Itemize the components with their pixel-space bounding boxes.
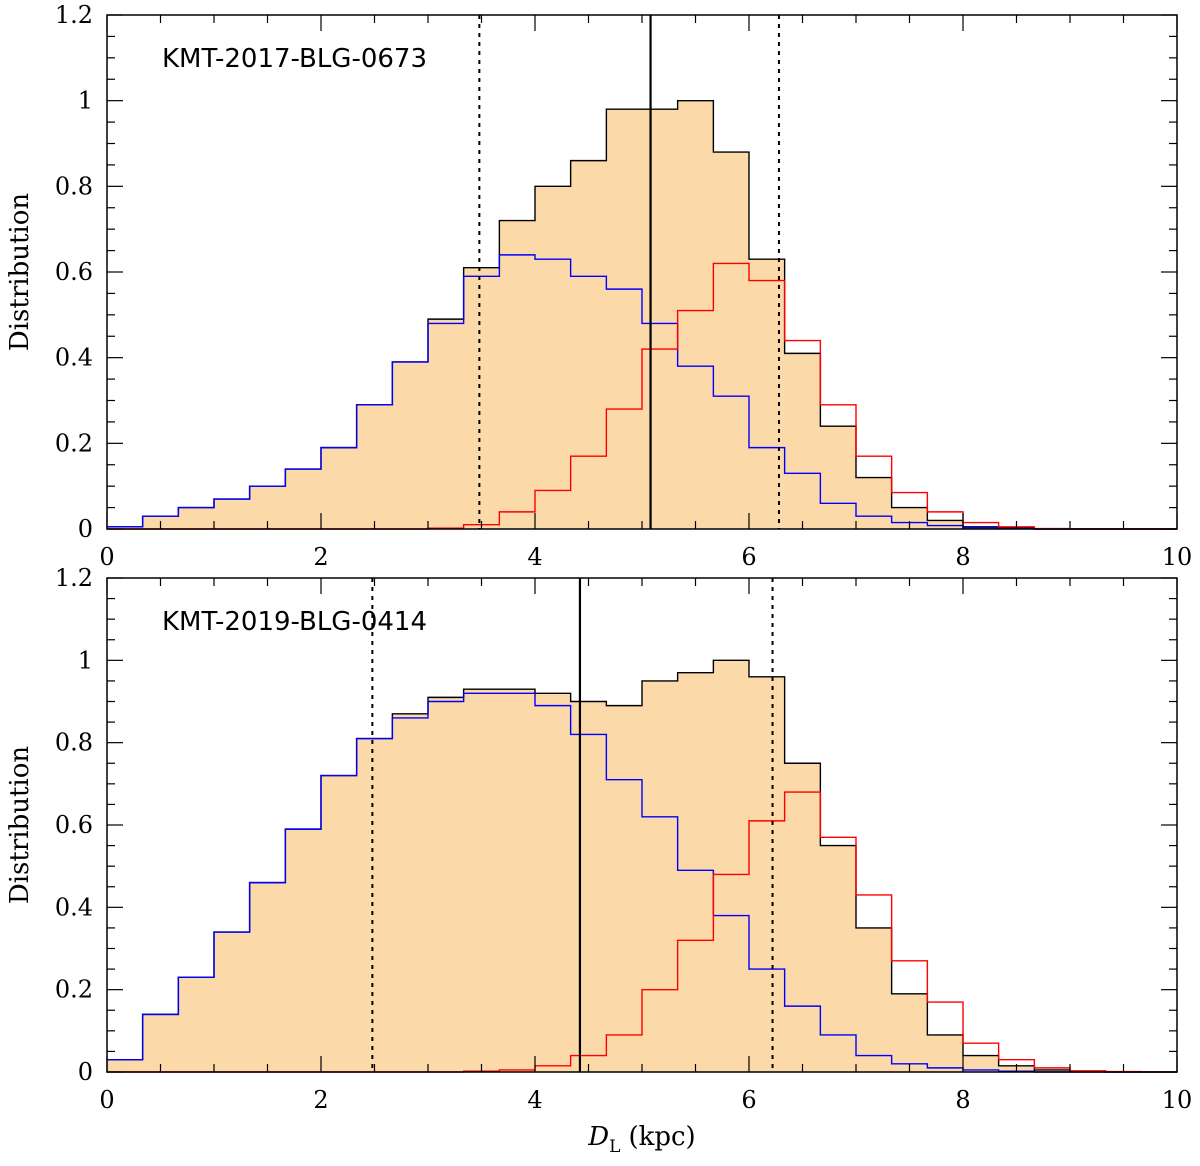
histogram-bar (927, 520, 964, 529)
histogram-bar (856, 477, 893, 529)
x-tick-label: 0 (99, 1086, 114, 1114)
y-tick-label: 0 (78, 515, 93, 543)
histogram-bar (249, 882, 286, 1072)
histogram-bar (428, 319, 465, 529)
blue-component-line (107, 254, 1177, 530)
y-tick-label: 0.8 (55, 172, 93, 200)
histogram-bar (428, 697, 465, 1072)
y-tick-label: 0.2 (55, 976, 93, 1004)
x-tick-label: 2 (313, 1086, 328, 1114)
histogram-bar (856, 927, 893, 1072)
histogram-bar (356, 404, 393, 529)
histogram-bar (749, 676, 786, 1072)
blue-component-line (107, 692, 1177, 1073)
y-tick-label: 1.2 (55, 564, 93, 592)
panel-title: KMT-2017-BLG-0673 (162, 44, 427, 74)
x-tick-label: 4 (527, 543, 542, 571)
x-tick-label: 8 (955, 543, 970, 571)
histogram-bar (713, 152, 750, 530)
histogram-bar (142, 1014, 179, 1072)
histogram-bar (463, 267, 500, 529)
histogram-bar (891, 993, 928, 1072)
histogram-bar (535, 693, 572, 1072)
x-tick-label: 10 (1162, 543, 1193, 571)
x-axis-label-symbol: D (587, 1122, 609, 1152)
y-tick-label: 0.4 (55, 344, 93, 372)
histogram-bar (1034, 1069, 1071, 1072)
y-tick-label: 0.8 (55, 729, 93, 757)
x-tick-label: 0 (99, 543, 114, 571)
histogram-bar (677, 672, 714, 1072)
histogram-bar (784, 353, 821, 529)
y-tick-label: 0 (78, 1058, 93, 1086)
x-tick-label: 8 (955, 1086, 970, 1114)
y-tick-label: 0.2 (55, 429, 93, 457)
y-tick-label: 1 (78, 87, 93, 115)
histogram-bar (107, 526, 144, 529)
histogram-bar (214, 499, 251, 529)
histogram-bar (321, 775, 358, 1072)
histogram-bar (214, 932, 251, 1072)
histogram-bar (784, 763, 821, 1072)
histogram-bar (606, 705, 643, 1072)
x-tick-label: 4 (527, 1086, 542, 1114)
histogram-bar (927, 1034, 964, 1072)
y-axis-label: Distribution (5, 193, 35, 352)
histogram-bar (820, 845, 857, 1072)
histogram-bar (713, 660, 750, 1072)
histogram-bar (642, 680, 679, 1072)
histogram-bar (963, 1055, 1000, 1072)
histogram-bar (285, 829, 322, 1072)
histogram-bar (642, 109, 679, 529)
y-tick-label: 0.6 (55, 258, 93, 286)
histogram-bar (178, 507, 215, 529)
y-tick-label: 0.6 (55, 811, 93, 839)
histogram-bar (820, 426, 857, 529)
histogram-bar (499, 689, 536, 1072)
histogram-bar (570, 701, 607, 1072)
histogram-bar (606, 109, 643, 529)
x-axis-label-subscript: L (609, 1137, 620, 1157)
histogram-bar (178, 977, 215, 1072)
panel-title: KMT-2019-BLG-0414 (162, 607, 427, 637)
x-axis-label: DL (kpc) (587, 1122, 695, 1157)
histogram-bar (463, 689, 500, 1072)
y-tick-label: 0.4 (55, 893, 93, 921)
histogram-bar (321, 447, 358, 529)
histogram-bar (356, 738, 393, 1072)
y-tick-label: 1.2 (55, 1, 93, 29)
x-axis-label-unit: (kpc) (628, 1122, 695, 1152)
histogram-bar (891, 507, 928, 529)
panel-top: 0 2 4 6 8 10 0 0.2 0.4 0.6 0.8 1 1.2 KMT-2017-BLG-06… (5, 1, 1192, 571)
histogram-bar (392, 713, 429, 1072)
x-tick-label: 2 (313, 543, 328, 571)
panel-bottom: 0 2 4 6 8 10 0 0.2 0.4 0.6 0.8 1 1.2 KMT-2019-BLG-04… (5, 564, 1192, 1114)
histogram-bar (285, 469, 322, 529)
histogram-bar (535, 186, 572, 530)
x-tick-label: 6 (741, 1086, 756, 1114)
histogram-bar (107, 1059, 144, 1072)
histogram-bar (499, 220, 536, 529)
x-tick-label: 6 (741, 543, 756, 571)
x-tick-label: 10 (1162, 1086, 1193, 1114)
y-tick-label: 1 (78, 646, 93, 674)
histogram-bar (677, 100, 714, 530)
histogram-bar (392, 361, 429, 529)
histogram-bar (570, 160, 607, 529)
y-axis-label: Distribution (5, 746, 35, 905)
